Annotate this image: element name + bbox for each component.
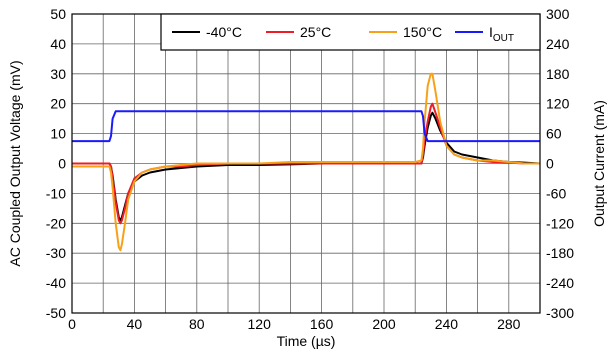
y2-tick-label: -300 — [546, 305, 574, 321]
x-tick-label: 120 — [248, 316, 272, 332]
y2-tick-label: -180 — [546, 245, 574, 261]
tick-labels: 0 40 80 120 160 200 240 280-50-40-30-20-1001020… — [46, 6, 574, 332]
x-tick-label: 240 — [435, 316, 459, 332]
legend-label-1: 25°C — [300, 24, 331, 40]
series-line-2 — [72, 72, 540, 252]
x-tick-label: 40 — [127, 316, 143, 332]
y2-tick-label: -60 — [546, 185, 566, 201]
y-tick-label: 50 — [50, 6, 66, 22]
y2-tick-label: 0 — [546, 156, 554, 172]
x-tick-label: 0 — [68, 316, 76, 332]
legend-label-subscript: OUT — [493, 33, 514, 44]
y-tick-label: 30 — [50, 66, 66, 82]
y2-tick-label: 60 — [546, 126, 562, 142]
y2-tick-label: 120 — [546, 96, 570, 112]
legend-label-2: 150°C — [403, 24, 442, 40]
x-axis-title: Time (µs) — [277, 333, 336, 349]
y2-tick-label: 180 — [546, 66, 570, 82]
y-tick-label: 40 — [50, 36, 66, 52]
legend-label-0: -40°C — [206, 24, 242, 40]
y2-tick-label: 240 — [546, 36, 570, 52]
series-layer — [72, 72, 541, 252]
y-axis-title: AC Coupled Output Voltage (mV) — [7, 60, 23, 266]
y-tick-label: -30 — [46, 245, 66, 261]
x-tick-label: 280 — [497, 316, 521, 332]
x-tick-label: 80 — [189, 316, 205, 332]
y-tick-label: -50 — [46, 305, 66, 321]
x-tick-label: 200 — [372, 316, 396, 332]
y2-tick-label: -120 — [546, 215, 574, 231]
legend: -40°C 25°C 150°C IOUT — [160, 13, 541, 51]
y-tick-label: -20 — [46, 215, 66, 231]
y-tick-label: -10 — [46, 185, 66, 201]
y-tick-label: 20 — [50, 96, 66, 112]
y2-axis-title: Output Current (mA) — [591, 100, 607, 227]
y2-tick-label: 300 — [546, 6, 570, 22]
y2-tick-label: -240 — [546, 275, 574, 291]
series-line-3 — [72, 110, 540, 143]
y-tick-label: 0 — [58, 156, 66, 172]
y-tick-label: 10 — [50, 126, 66, 142]
y-tick-label: -40 — [46, 275, 66, 291]
x-tick-label: 160 — [310, 316, 334, 332]
